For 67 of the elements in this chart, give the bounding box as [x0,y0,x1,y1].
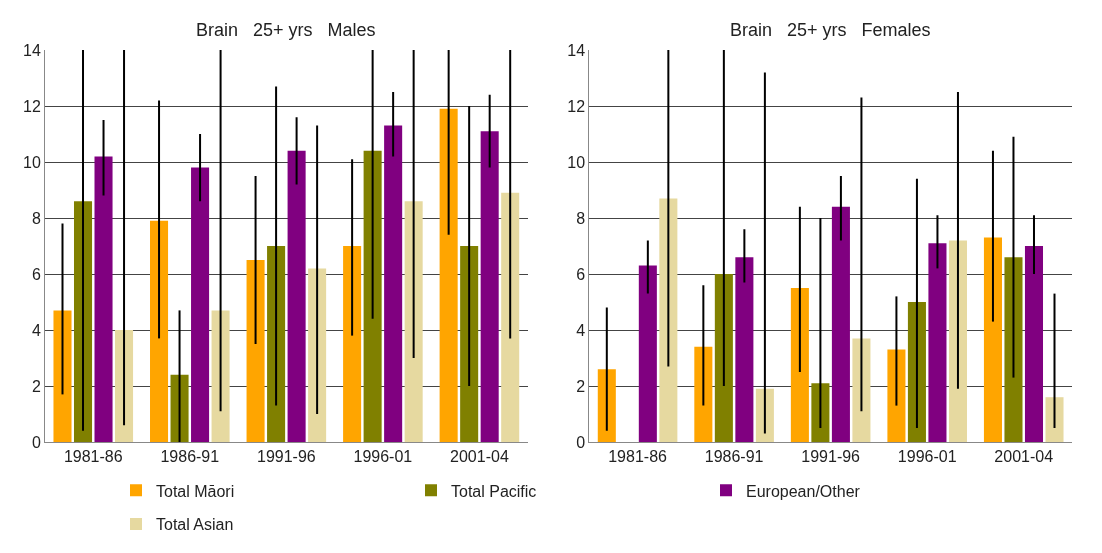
bar [983,237,1002,442]
bar [404,201,423,442]
bar [501,192,520,442]
bar [735,257,754,442]
bar [363,150,382,442]
legend-label: Total Māori [156,482,235,500]
bar [246,260,265,442]
bar [928,243,947,442]
bar [714,274,733,442]
y-tick-label: 0 [576,433,586,451]
y-tick-label: 4 [576,321,586,339]
x-tick-label: 1996-01 [897,448,957,466]
bar [907,302,926,442]
y-tick-label: 12 [567,97,586,115]
bar [755,388,774,442]
bar [1045,397,1064,442]
bar [460,246,479,442]
x-tick-label: 1991-96 [801,448,861,466]
bar [287,150,306,442]
bar [150,220,169,442]
bar [694,346,713,442]
bar [887,349,906,442]
y-tick-label: 8 [576,209,586,227]
x-tick-label: 2001-04 [450,448,509,466]
y-tick-label: 14 [23,41,41,59]
bar [343,246,362,442]
bar [790,288,809,442]
bar [638,265,657,442]
bar [597,369,616,442]
y-tick-label: 8 [31,209,41,227]
y-tick-label: 10 [23,153,41,171]
bar [267,246,286,442]
bar [1024,246,1044,442]
bar [480,131,499,442]
y-tick-label: 4 [31,321,41,339]
bar [53,310,72,442]
y-tick-label: 10 [567,153,586,171]
chart-title: Brain 25+ yrs Males [196,20,376,40]
chart-title: Brain 25+ yrs Females [730,20,931,40]
y-tick-label: 2 [31,377,41,395]
x-tick-label: 1996-01 [353,448,413,466]
x-tick-label: 1986-91 [160,448,220,466]
legend-label: Total Asian [156,516,234,534]
bar [831,206,850,442]
bar [659,198,678,442]
y-tick-label: 6 [31,265,41,283]
x-tick-label: 1986-91 [704,448,764,466]
bar [852,338,871,442]
bar [94,156,113,442]
bar [811,383,830,442]
bar [308,268,327,442]
bar [211,310,230,442]
bar [384,125,403,442]
y-tick-label: 14 [567,41,586,59]
legend-label: European/Other [746,482,861,500]
x-tick-label: 2001-04 [994,448,1054,466]
legend-label: Total Pacific [451,482,537,500]
y-tick-label: 0 [31,433,41,451]
y-tick-label: 2 [576,377,586,395]
bar [191,167,210,442]
bar [439,108,458,442]
y-tick-label: 6 [576,265,586,283]
x-tick-label: 1981-86 [63,448,123,466]
bar [1004,257,1023,442]
y-tick-label: 12 [23,97,41,115]
x-tick-label: 1991-96 [256,448,316,466]
x-tick-label: 1981-86 [608,448,668,466]
